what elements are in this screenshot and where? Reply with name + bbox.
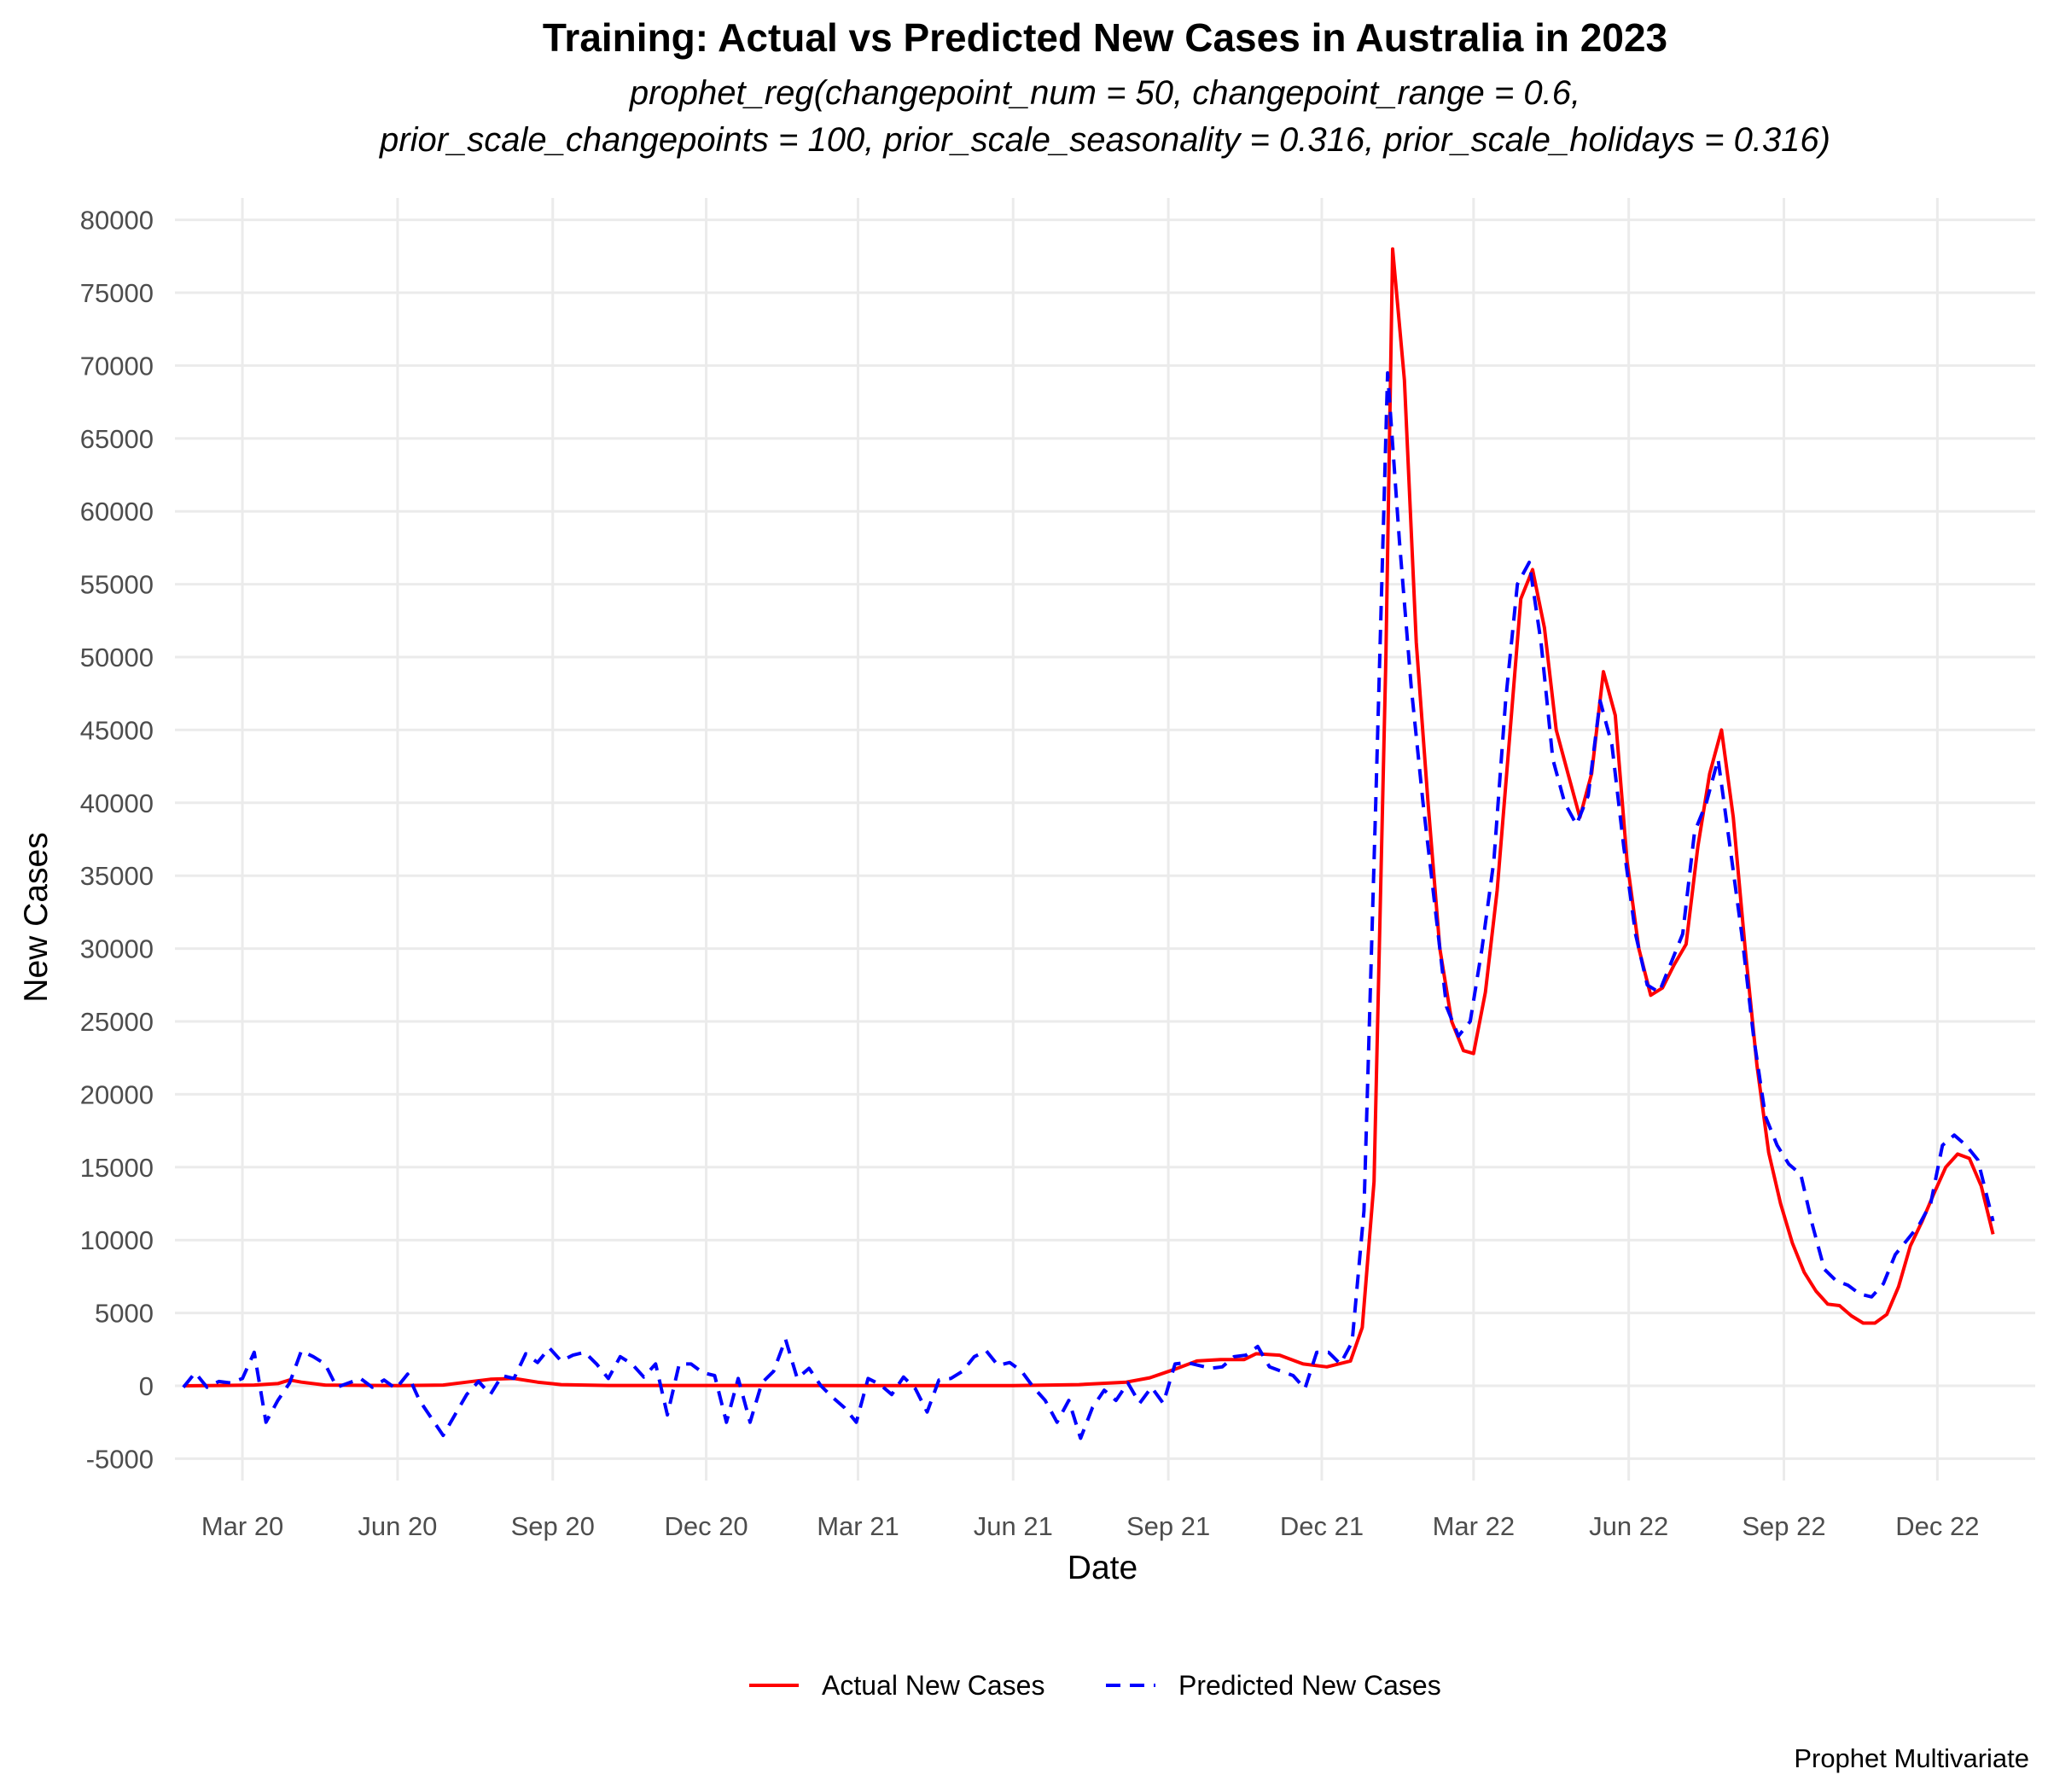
y-tick-label: 0 [139, 1371, 154, 1401]
legend-label-predicted: Predicted New Cases [1178, 1670, 1441, 1701]
chart-caption: Prophet Multivariate [1794, 1743, 2029, 1773]
x-tick-label: Jun 20 [358, 1511, 437, 1541]
x-tick-label: Sep 21 [1126, 1511, 1210, 1541]
x-tick-label: Mar 22 [1433, 1511, 1515, 1541]
y-tick-label: 80000 [80, 206, 154, 236]
y-tick-label: 15000 [80, 1153, 154, 1183]
y-tick-label: 40000 [80, 788, 154, 818]
x-tick-label: Dec 20 [664, 1511, 748, 1541]
y-tick-label: 10000 [80, 1225, 154, 1255]
y-tick-label: -5000 [86, 1444, 154, 1474]
y-tick-label: 60000 [80, 497, 154, 527]
chart-subtitle-line-2: prior_scale_changepoints = 100, prior_sc… [379, 121, 1830, 159]
series-line-predicted [182, 371, 1995, 1440]
y-tick-label: 65000 [80, 424, 154, 454]
y-tick-label: 55000 [80, 570, 154, 600]
x-tick-label: Mar 20 [201, 1511, 283, 1541]
y-axis-title: New Cases [18, 832, 55, 1002]
legend-label-actual: Actual New Cases [822, 1670, 1044, 1701]
x-axis-ticks: Mar 20 Jun 20 Sep 20 Dec 20 Mar 21 Jun 21 Sep … [201, 1511, 1980, 1541]
x-tick-label: Jun 22 [1589, 1511, 1668, 1541]
chart-title: Training: Actual vs Predicted New Cases … [543, 15, 1667, 60]
x-tick-label: Sep 20 [511, 1511, 595, 1541]
x-tick-label: Dec 21 [1280, 1511, 1364, 1541]
chart-subtitle-line-1: prophet_reg(changepoint_num = 50, change… [629, 74, 1580, 112]
y-tick-label: 75000 [80, 278, 154, 308]
y-tick-label: 35000 [80, 861, 154, 891]
x-axis-title: Date [1068, 1550, 1137, 1586]
y-tick-label: 5000 [95, 1299, 154, 1329]
y-tick-label: 25000 [80, 1007, 154, 1037]
y-tick-label: 70000 [80, 351, 154, 381]
legend: Actual New Cases Predicted New Cases [749, 1670, 1441, 1701]
y-axis-ticks: -5000 0 5000 10000 15000 20000 25000 30000 35000… [80, 206, 154, 1475]
y-tick-label: 20000 [80, 1079, 154, 1109]
plot-series [182, 247, 1995, 1440]
y-tick-label: 50000 [80, 643, 154, 672]
x-tick-label: Dec 22 [1895, 1511, 1979, 1541]
x-tick-label: Sep 22 [1742, 1511, 1825, 1541]
x-tick-label: Mar 21 [817, 1511, 899, 1541]
y-tick-label: 45000 [80, 715, 154, 745]
x-tick-label: Jun 21 [974, 1511, 1053, 1541]
gridlines [175, 198, 2035, 1481]
y-tick-label: 30000 [80, 934, 154, 964]
series-line-actual [183, 247, 1995, 1388]
